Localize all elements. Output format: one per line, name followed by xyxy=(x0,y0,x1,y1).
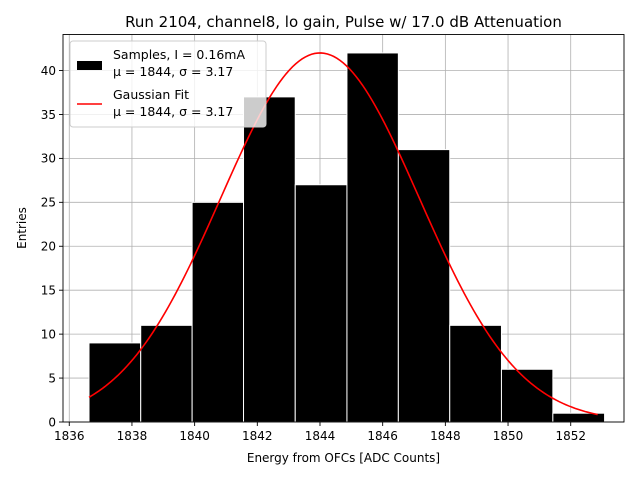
y-tick-label: 40 xyxy=(41,64,56,78)
histogram-bar xyxy=(243,96,296,423)
x-tick-label: 1840 xyxy=(179,429,210,443)
x-axis-label: Energy from OFCs [ADC Counts] xyxy=(247,451,440,465)
x-tick-label: 1850 xyxy=(493,429,524,443)
legend-swatch-samples xyxy=(77,61,102,70)
y-tick-label: 30 xyxy=(41,152,56,166)
legend-stats-samples: μ = 1844, σ = 3.17 xyxy=(113,64,233,79)
y-tick-label: 0 xyxy=(48,415,56,429)
y-tick-label: 20 xyxy=(41,240,56,254)
histogram-bar xyxy=(191,201,245,423)
histogram-bar xyxy=(88,342,142,423)
x-tick-label: 1836 xyxy=(54,429,85,443)
plot-frame xyxy=(62,34,625,423)
legend-label-fit: Gaussian Fit xyxy=(113,87,189,102)
y-tick-label: 5 xyxy=(48,371,56,385)
x-tick-label: 1844 xyxy=(305,429,336,443)
gaussian-fit-curve xyxy=(88,52,598,416)
axis-ticks: 1836 1838 1840 1842 1844 1846 1848 1850 1852 0 5 10… xyxy=(41,64,586,443)
histogram-bar xyxy=(140,324,193,423)
y-tick-label: 10 xyxy=(41,327,56,341)
legend-label-samples: Samples, I = 0.16mA xyxy=(113,47,245,62)
histogram-bar xyxy=(294,184,348,423)
x-tick-label: 1846 xyxy=(367,429,398,443)
chart-title: Run 2104, channel8, lo gain, Pulse w/ 17… xyxy=(125,13,562,31)
histogram-bar xyxy=(500,368,554,423)
y-axis-label: Entries xyxy=(15,207,29,249)
histogram-bar xyxy=(397,149,451,423)
y-tick-label: 15 xyxy=(41,283,56,297)
histogram-bar xyxy=(449,324,502,423)
legend-box xyxy=(69,40,267,128)
x-tick-label: 1842 xyxy=(242,429,273,443)
x-tick-label: 1838 xyxy=(117,429,148,443)
x-tick-label: 1852 xyxy=(555,429,586,443)
y-tick-label: 35 xyxy=(41,108,56,122)
x-tick-label: 1848 xyxy=(430,429,461,443)
legend: Samples, I = 0.16mA μ = 1844, σ = 3.17 G… xyxy=(69,40,267,128)
y-tick-label: 25 xyxy=(41,196,56,210)
histogram-bar xyxy=(346,52,399,423)
legend-stats-fit: μ = 1844, σ = 3.17 xyxy=(113,104,233,119)
gaussian-fit xyxy=(88,52,598,416)
